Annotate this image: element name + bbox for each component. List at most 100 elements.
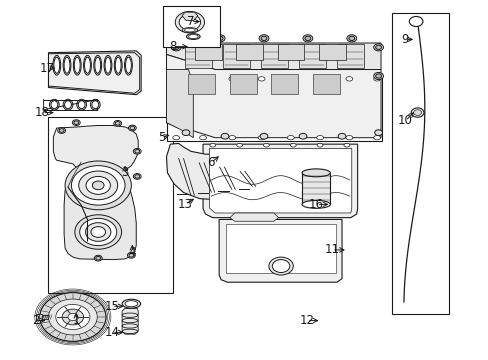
Ellipse shape <box>345 77 352 81</box>
Circle shape <box>268 257 293 275</box>
Circle shape <box>346 35 356 42</box>
Ellipse shape <box>104 55 112 75</box>
Polygon shape <box>312 74 339 94</box>
Text: 16: 16 <box>308 198 324 211</box>
Text: 4: 4 <box>128 246 136 259</box>
Ellipse shape <box>115 57 121 73</box>
Ellipse shape <box>74 57 80 73</box>
Ellipse shape <box>114 55 122 75</box>
Ellipse shape <box>373 77 380 81</box>
Ellipse shape <box>77 99 86 110</box>
Ellipse shape <box>302 201 330 208</box>
Circle shape <box>62 309 83 325</box>
Polygon shape <box>166 143 272 200</box>
Circle shape <box>79 171 118 200</box>
Polygon shape <box>53 126 138 184</box>
Text: 7: 7 <box>187 15 194 28</box>
Polygon shape <box>166 69 193 138</box>
Ellipse shape <box>228 135 235 140</box>
Text: 2: 2 <box>32 314 40 327</box>
Bar <box>36 314 42 320</box>
Circle shape <box>92 181 104 190</box>
Polygon shape <box>236 44 263 60</box>
Text: 5: 5 <box>158 131 165 144</box>
Circle shape <box>96 256 101 260</box>
Bar <box>41 315 52 319</box>
Polygon shape <box>319 44 345 60</box>
Polygon shape <box>48 53 140 93</box>
Text: 18: 18 <box>35 106 49 119</box>
Ellipse shape <box>49 99 59 110</box>
Circle shape <box>303 35 312 42</box>
Circle shape <box>130 126 135 130</box>
Ellipse shape <box>78 101 85 109</box>
Ellipse shape <box>84 57 90 73</box>
Bar <box>162 6 220 47</box>
Ellipse shape <box>209 143 215 147</box>
Ellipse shape <box>373 135 380 140</box>
Ellipse shape <box>90 99 100 110</box>
Circle shape <box>373 44 383 51</box>
Polygon shape <box>64 181 136 260</box>
Circle shape <box>272 260 289 273</box>
Ellipse shape <box>188 35 198 39</box>
Ellipse shape <box>182 28 197 33</box>
Polygon shape <box>225 224 335 273</box>
Circle shape <box>59 129 64 132</box>
Circle shape <box>260 134 267 139</box>
Ellipse shape <box>287 77 294 81</box>
Polygon shape <box>167 77 381 140</box>
Ellipse shape <box>64 57 70 73</box>
Circle shape <box>375 45 381 49</box>
Circle shape <box>115 122 120 125</box>
Ellipse shape <box>92 101 99 109</box>
Circle shape <box>85 223 111 241</box>
Polygon shape <box>184 44 211 68</box>
Circle shape <box>133 174 141 179</box>
Circle shape <box>374 130 382 135</box>
Ellipse shape <box>94 55 102 75</box>
Text: 13: 13 <box>177 198 192 211</box>
Polygon shape <box>277 44 304 60</box>
Polygon shape <box>182 12 197 21</box>
Circle shape <box>86 176 110 194</box>
Circle shape <box>48 299 97 335</box>
Ellipse shape <box>63 55 71 75</box>
Circle shape <box>299 134 306 139</box>
Circle shape <box>91 226 105 237</box>
Circle shape <box>135 175 140 178</box>
Polygon shape <box>261 44 287 68</box>
Polygon shape <box>166 28 178 128</box>
Ellipse shape <box>290 143 296 147</box>
Ellipse shape <box>186 34 200 40</box>
Ellipse shape <box>258 135 264 140</box>
Text: 3: 3 <box>121 166 128 179</box>
Circle shape <box>135 149 140 153</box>
Ellipse shape <box>83 55 91 75</box>
Ellipse shape <box>302 169 330 177</box>
Circle shape <box>68 314 78 320</box>
Circle shape <box>127 252 135 258</box>
Ellipse shape <box>63 99 73 110</box>
Polygon shape <box>194 44 221 60</box>
Ellipse shape <box>124 55 132 75</box>
Circle shape <box>128 125 136 131</box>
Circle shape <box>261 36 266 41</box>
Ellipse shape <box>317 143 323 147</box>
Ellipse shape <box>95 57 101 73</box>
Ellipse shape <box>345 135 352 140</box>
Circle shape <box>40 293 106 341</box>
Circle shape <box>114 121 122 126</box>
Text: 10: 10 <box>397 114 412 127</box>
Ellipse shape <box>258 77 264 81</box>
Circle shape <box>175 12 204 33</box>
Circle shape <box>58 128 65 134</box>
Polygon shape <box>223 44 249 68</box>
Ellipse shape <box>125 301 138 307</box>
Circle shape <box>173 45 179 49</box>
Ellipse shape <box>236 143 242 147</box>
Polygon shape <box>166 28 380 69</box>
Ellipse shape <box>54 57 60 73</box>
Bar <box>391 13 448 315</box>
Ellipse shape <box>184 28 195 32</box>
